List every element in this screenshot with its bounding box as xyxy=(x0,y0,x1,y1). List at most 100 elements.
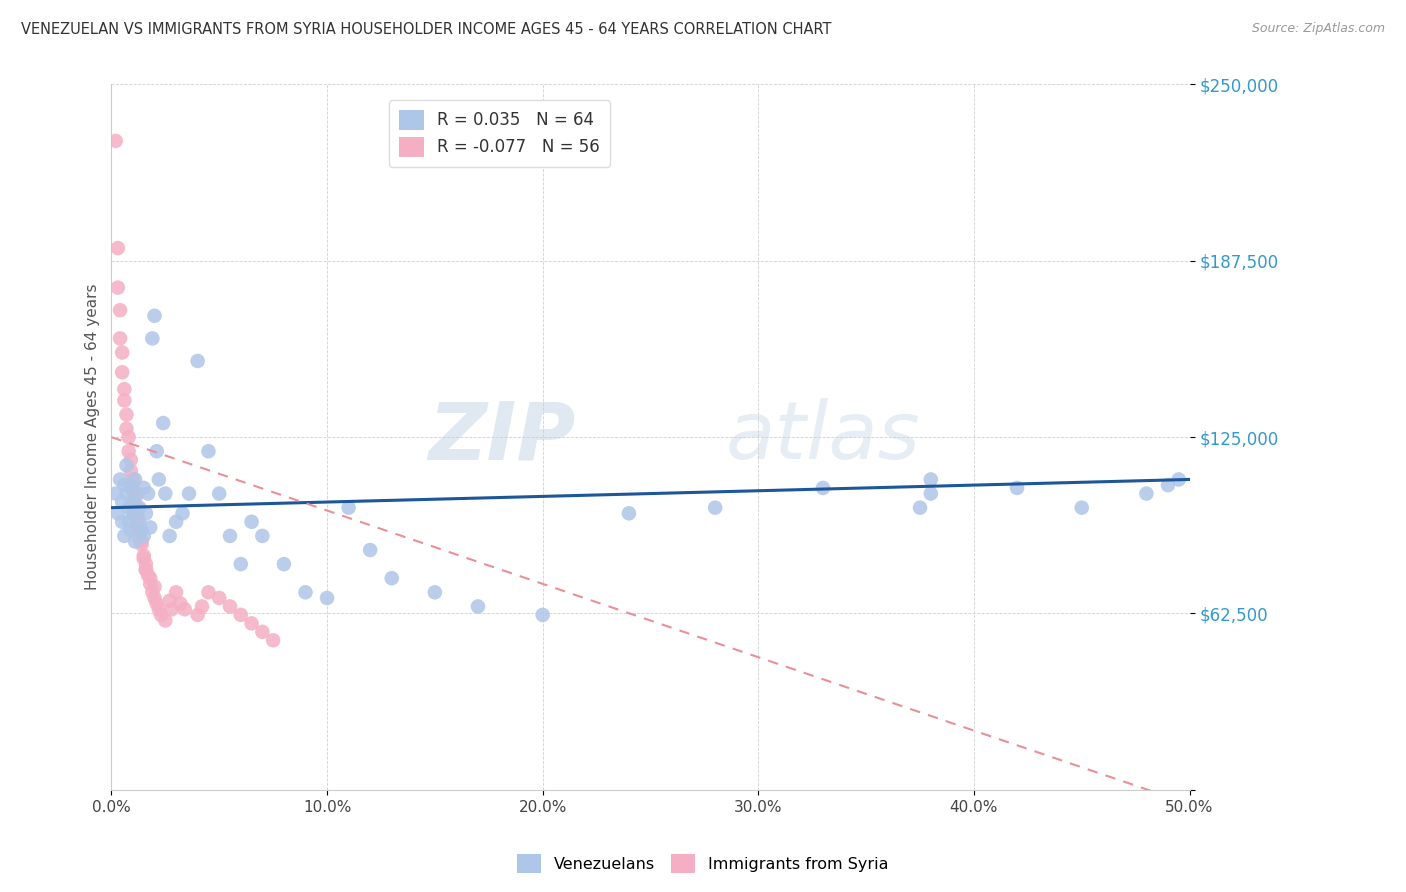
Point xyxy=(131,523,153,537)
Point xyxy=(122,506,145,520)
Point xyxy=(127,523,149,537)
Point xyxy=(107,241,129,255)
Point xyxy=(141,331,163,345)
Point xyxy=(108,303,131,318)
Point xyxy=(122,483,145,498)
Point xyxy=(107,280,129,294)
Point xyxy=(159,529,181,543)
Point xyxy=(118,430,141,444)
Point xyxy=(112,382,135,396)
Point xyxy=(143,591,166,605)
Point xyxy=(1070,500,1092,515)
Point xyxy=(381,571,404,585)
Point xyxy=(273,557,295,571)
Point xyxy=(208,591,231,605)
Point xyxy=(115,458,138,473)
Point xyxy=(111,495,134,509)
Text: VENEZUELAN VS IMMIGRANTS FROM SYRIA HOUSEHOLDER INCOME AGES 45 - 64 YEARS CORREL: VENEZUELAN VS IMMIGRANTS FROM SYRIA HOUS… xyxy=(21,22,831,37)
Point xyxy=(229,557,252,571)
Point xyxy=(617,506,640,520)
Point xyxy=(132,549,155,563)
Point xyxy=(1005,481,1028,495)
Point xyxy=(531,607,554,622)
Point xyxy=(112,529,135,543)
Point xyxy=(136,568,159,582)
Point xyxy=(219,599,242,614)
Point xyxy=(173,602,195,616)
Point xyxy=(122,506,145,520)
Point xyxy=(127,509,149,524)
Point xyxy=(704,500,727,515)
Point xyxy=(139,520,162,534)
Point xyxy=(240,515,263,529)
Point xyxy=(252,624,274,639)
Point xyxy=(127,500,149,515)
Point xyxy=(191,599,214,614)
Point xyxy=(1135,486,1157,500)
Point xyxy=(128,523,150,537)
Point xyxy=(104,486,127,500)
Point xyxy=(208,486,231,500)
Point xyxy=(127,515,149,529)
Point xyxy=(115,422,138,436)
Point xyxy=(143,580,166,594)
Point xyxy=(120,478,142,492)
Point xyxy=(169,597,191,611)
Text: ZIP: ZIP xyxy=(427,398,575,476)
Point xyxy=(135,563,157,577)
Point xyxy=(148,602,170,616)
Point xyxy=(136,486,159,500)
Point xyxy=(124,500,146,515)
Point xyxy=(118,500,141,515)
Point xyxy=(240,616,263,631)
Point xyxy=(165,515,187,529)
Point xyxy=(112,393,135,408)
Point xyxy=(135,506,157,520)
Point xyxy=(316,591,339,605)
Point xyxy=(124,492,146,507)
Point xyxy=(135,563,157,577)
Point xyxy=(145,444,167,458)
Point xyxy=(124,534,146,549)
Point xyxy=(159,594,181,608)
Point xyxy=(132,481,155,495)
Point xyxy=(104,134,127,148)
Point xyxy=(920,473,942,487)
Legend: Venezuelans, Immigrants from Syria: Venezuelans, Immigrants from Syria xyxy=(510,847,896,880)
Point xyxy=(120,523,142,537)
Point xyxy=(111,515,134,529)
Point xyxy=(197,585,219,599)
Point xyxy=(467,599,489,614)
Point xyxy=(160,602,183,616)
Point xyxy=(122,495,145,509)
Point xyxy=(111,345,134,359)
Point xyxy=(128,500,150,515)
Point xyxy=(112,478,135,492)
Point xyxy=(811,481,834,495)
Point xyxy=(108,473,131,487)
Point xyxy=(120,452,142,467)
Point xyxy=(141,585,163,599)
Point xyxy=(132,529,155,543)
Point xyxy=(124,473,146,487)
Text: atlas: atlas xyxy=(725,398,921,476)
Point xyxy=(139,577,162,591)
Point xyxy=(252,529,274,543)
Point xyxy=(139,571,162,585)
Point xyxy=(423,585,446,599)
Point xyxy=(131,534,153,549)
Point xyxy=(262,633,284,648)
Point xyxy=(107,506,129,520)
Point xyxy=(143,309,166,323)
Point xyxy=(115,408,138,422)
Point xyxy=(165,585,187,599)
Point xyxy=(908,500,931,515)
Point xyxy=(920,486,942,500)
Point xyxy=(118,444,141,458)
Point xyxy=(128,532,150,546)
Point xyxy=(359,543,381,558)
Point xyxy=(115,486,138,500)
Point xyxy=(197,444,219,458)
Point xyxy=(172,506,194,520)
Point xyxy=(152,416,174,430)
